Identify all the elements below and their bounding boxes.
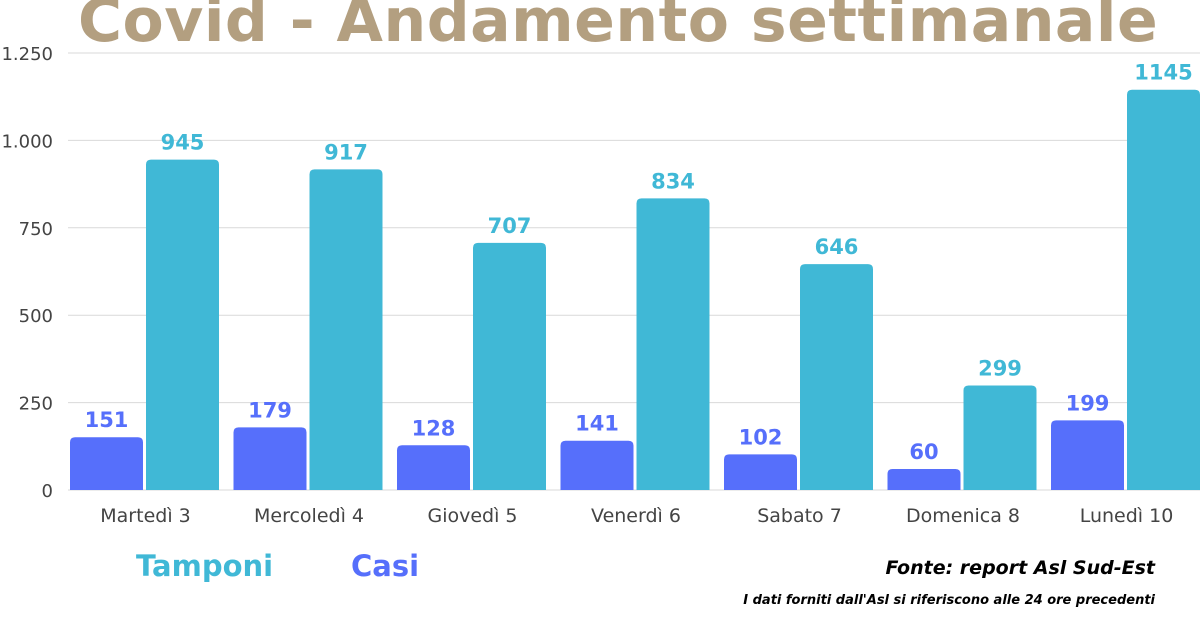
x-tick-label: Lunedì 10 xyxy=(1080,505,1174,527)
y-tick-label: 1.000 xyxy=(1,131,53,152)
bar-tamponi-label: 945 xyxy=(161,131,205,155)
y-tick-label: 1.250 xyxy=(1,44,53,65)
bar-casi-label: 102 xyxy=(739,425,783,449)
bar-tamponi-label: 834 xyxy=(651,169,695,193)
y-tick-label: 250 xyxy=(19,394,53,415)
bar-tamponi xyxy=(146,159,219,491)
footnote: I dati forniti dall'Asl si riferiscono a… xyxy=(743,593,1155,608)
bar-tamponi-label: 1145 xyxy=(1134,61,1192,85)
bar-tamponi-label: 299 xyxy=(978,356,1022,380)
bar-casi xyxy=(887,469,961,490)
y-tick-label: 500 xyxy=(19,306,53,327)
bar-tamponi xyxy=(309,169,383,490)
bar-casi-label: 151 xyxy=(85,408,129,432)
bar-tamponi-label: 707 xyxy=(488,214,532,238)
bar-casi xyxy=(233,427,307,490)
bar-casi-label: 141 xyxy=(575,412,619,436)
bar-casi xyxy=(724,454,797,490)
x-tick-label: Giovedì 5 xyxy=(427,505,517,527)
bar-tamponi-label: 646 xyxy=(815,235,859,259)
bar-casi-label: 179 xyxy=(248,398,292,422)
y-tick-label: 750 xyxy=(19,219,53,240)
bar-casi xyxy=(1051,420,1124,490)
bar-casi xyxy=(560,440,634,490)
legend-casi: Casi xyxy=(351,549,420,583)
bar-casi xyxy=(70,437,143,490)
bar-tamponi xyxy=(963,385,1037,490)
bar-chart: 0 250 500 750 1.000 1.250 151 945 Martedì 3 179 91… xyxy=(1,44,1200,527)
chart-title: Covid - Andamento settimanale xyxy=(78,0,1159,56)
bar-casi xyxy=(397,445,470,490)
bar-tamponi xyxy=(636,198,710,490)
bar-tamponi xyxy=(473,242,546,490)
source-credit: Fonte: report Asl Sud-Est xyxy=(885,557,1155,579)
bar-tamponi-label: 917 xyxy=(324,140,368,164)
x-tick-label: Sabato 7 xyxy=(757,505,842,527)
y-tick-label: 0 xyxy=(42,481,53,502)
bar-casi-label: 60 xyxy=(909,440,938,464)
x-tick-label: Mercoledì 4 xyxy=(254,505,364,527)
x-tick-label: Venerdì 6 xyxy=(591,505,681,527)
bar-casi-label: 128 xyxy=(412,416,456,440)
legend-tamponi: Tamponi xyxy=(136,549,274,583)
x-tick-label: Martedì 3 xyxy=(100,505,190,527)
bar-casi-label: 199 xyxy=(1066,391,1110,415)
x-tick-label: Domenica 8 xyxy=(906,505,1020,527)
bar-tamponi xyxy=(1127,89,1200,490)
bar-tamponi xyxy=(800,264,873,490)
